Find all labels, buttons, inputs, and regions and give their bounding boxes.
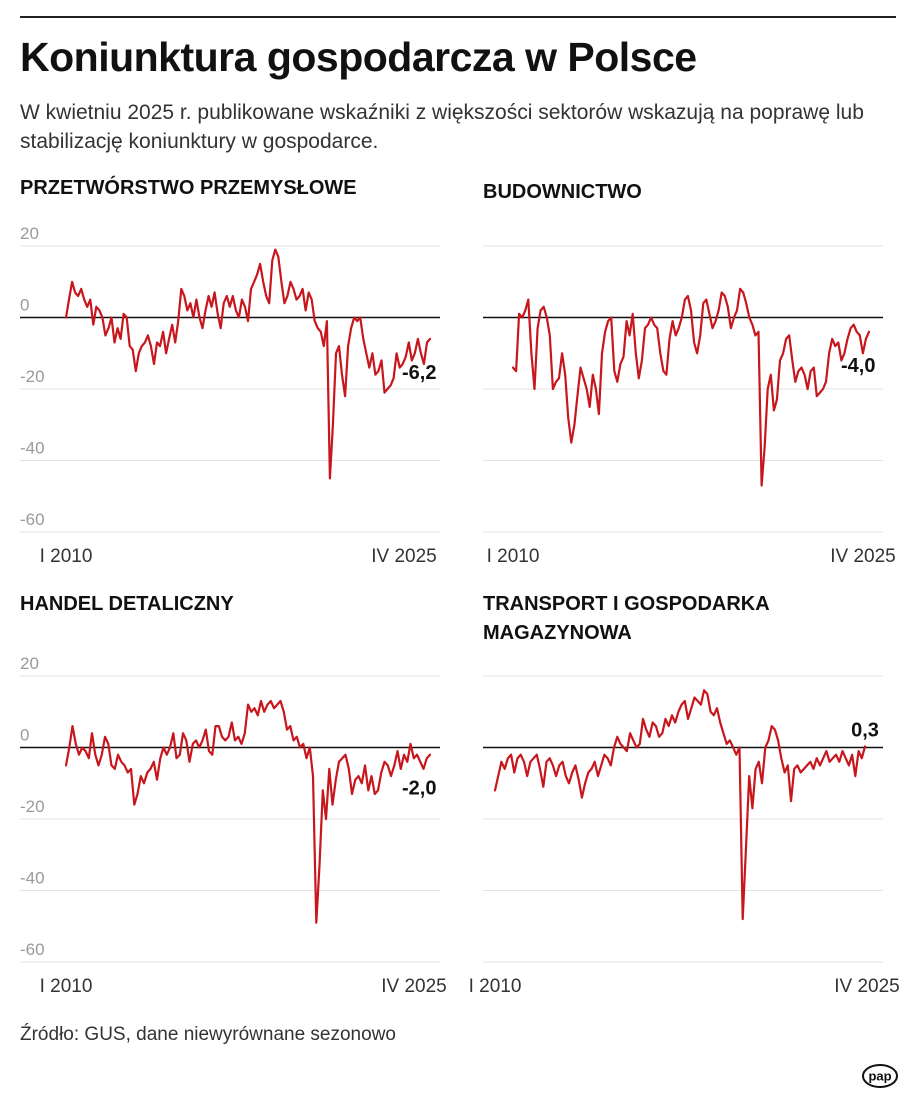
- y-tick-label: -20: [20, 797, 45, 816]
- y-tick-label: 20: [20, 224, 39, 243]
- y-tick-label: 20: [20, 654, 39, 673]
- y-tick-label: -40: [20, 439, 45, 458]
- y-tick-label: 0: [20, 726, 29, 745]
- last-value-label: -4,0: [841, 355, 875, 377]
- y-tick-label: -40: [20, 869, 45, 888]
- y-tick-label: -60: [20, 940, 45, 959]
- chart-panel-manufacturing: PRZETWÓRSTWO PRZEMYSŁOWE 20 0 -20 -40 -60 -6,…: [20, 174, 440, 574]
- x-start-label: I 2010: [487, 546, 540, 567]
- page-title: Koniunktura gospodarcza w Polsce: [20, 34, 697, 80]
- series-line: [511, 287, 871, 487]
- last-value-label: 0,3: [851, 719, 879, 741]
- chart-panel-construction: BUDOWNICTWO -4,0 I 2010 IV 2025: [483, 178, 903, 578]
- x-start-label: I 2010: [469, 976, 522, 997]
- source-note: Źródło: GUS, dane niewyrównane sezonowo: [20, 1024, 396, 1045]
- x-end-label: IV 2025: [381, 976, 447, 997]
- last-value-label: -2,0: [402, 778, 436, 800]
- chart-title: BUDOWNICTWO: [483, 181, 642, 203]
- top-rule: [20, 16, 896, 18]
- line-chart-construction: -4,0 I 2010 IV 2025: [483, 245, 896, 567]
- series-line: [64, 248, 432, 480]
- line-chart-manufacturing: 20 0 -20 -40 -60 -6,2 I 2010 IV 2025: [20, 224, 440, 567]
- series-line: [64, 699, 432, 924]
- y-tick-label: -60: [20, 510, 45, 529]
- series-line: [493, 689, 867, 921]
- chart-panel-transport: TRANSPORT I GOSPODARKA MAGAZYNOWA 0,3 I 2…: [469, 590, 903, 1000]
- chart-title: HANDEL DETALICZNY: [20, 593, 234, 615]
- x-end-label: IV 2025: [371, 546, 437, 567]
- page-subtitle: W kwietniu 2025 r. publikowane wskaźniki…: [20, 101, 864, 153]
- line-chart-retail: 20 0 -20 -40 -60 -2,0 I 2010 IV 2025: [20, 654, 447, 997]
- y-tick-label: 0: [20, 296, 29, 315]
- x-start-label: I 2010: [40, 546, 93, 567]
- x-end-label: IV 2025: [834, 976, 900, 997]
- last-value-label: -6,2: [402, 362, 436, 384]
- x-start-label: I 2010: [40, 976, 93, 997]
- line-chart-transport: 0,3 I 2010 IV 2025: [469, 675, 900, 997]
- svg-text:pap: pap: [868, 1069, 891, 1084]
- y-tick-label: -20: [20, 367, 45, 386]
- chart-panel-retail: HANDEL DETALICZNY 20 0 -20 -40 -60 -2,0 I 2010…: [20, 590, 447, 1000]
- chart-title: PRZETWÓRSTWO PRZEMYSŁOWE: [20, 177, 357, 199]
- chart-title: TRANSPORT I GOSPODARKA MAGAZYNOWA: [483, 593, 769, 644]
- pap-logo: pap: [862, 1064, 898, 1088]
- x-end-label: IV 2025: [830, 546, 896, 567]
